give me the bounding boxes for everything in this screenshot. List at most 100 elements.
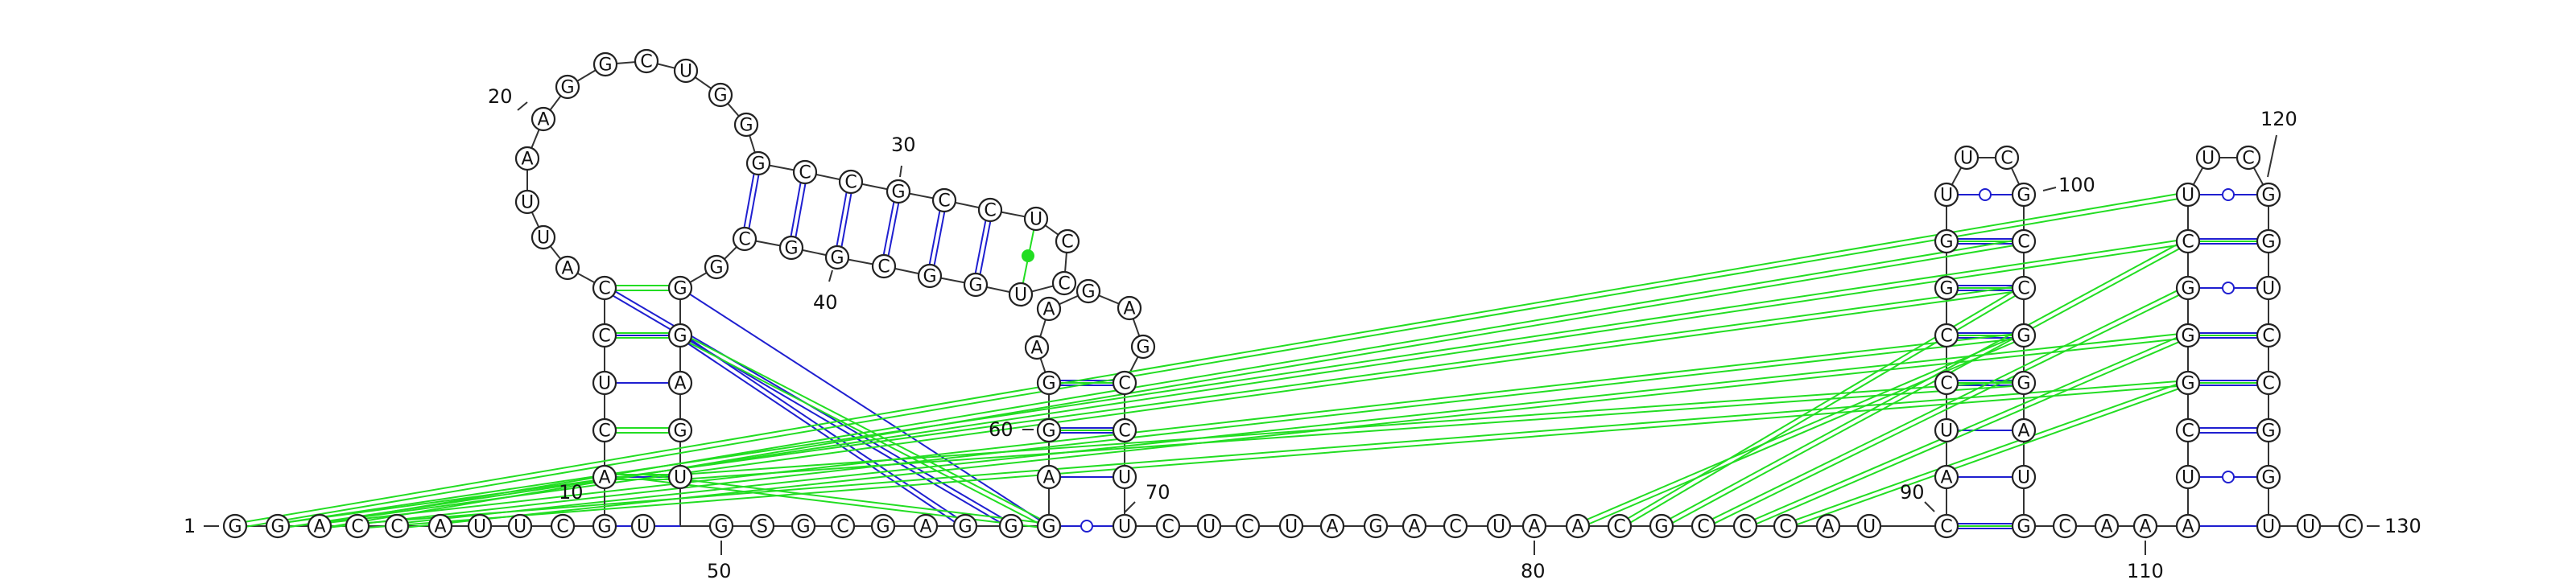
nucleotide-2: G <box>265 513 291 539</box>
stem-nucleotide-44-letter: G <box>1081 282 1095 302</box>
stem-nucleotide-66: U <box>2175 464 2201 490</box>
stem-nucleotide-23-circle <box>745 150 771 176</box>
non-canonical-pair-line <box>680 384 2025 480</box>
stem-nucleotide-12: U <box>530 224 556 250</box>
canonical-pair-line <box>972 209 989 285</box>
stem-nucleotide-41-circle <box>1036 370 1062 396</box>
nucleotide-23-circle <box>1196 513 1222 539</box>
stem-nucleotide-79-letter: C <box>2262 374 2274 394</box>
stem-nucleotide-67-circle <box>2175 417 2201 443</box>
stem-nucleotide-36: G <box>963 272 989 298</box>
stem-nucleotide-7: G <box>667 417 693 443</box>
stem-nucleotide-42: A <box>1024 335 1050 360</box>
stem-nucleotide-52-circle <box>1934 370 1959 396</box>
stem-nucleotide-77-circle <box>2256 275 2281 301</box>
stem-nucleotide-5-letter: C <box>598 279 610 299</box>
stem-nucleotide-15: A <box>530 106 556 132</box>
nucleotide-39: U <box>1856 513 1882 539</box>
stem-nucleotide-51-circle <box>1934 417 1959 443</box>
nucleotide-19: G <box>998 513 1024 539</box>
nucleotide-32-letter: A <box>1571 517 1583 537</box>
stem-nucleotide-79-circle <box>2256 370 2281 396</box>
stem-nucleotide-54: G <box>1934 275 1959 301</box>
stem-nucleotide-46-letter: G <box>1136 338 1150 358</box>
position-label-120: 120 <box>2260 108 2297 130</box>
stem-nucleotide-74-letter: C <box>2242 149 2254 169</box>
canonical-pair-line <box>602 289 1010 529</box>
stem-nucleotide-78-circle <box>2256 323 2281 348</box>
stem-nucleotide-55-letter: G <box>1939 232 1953 253</box>
stem-nucleotide-14-letter: A <box>521 150 533 170</box>
nucleotide-28-circle <box>1402 513 1427 539</box>
non-canonical-pair-line <box>277 285 2024 525</box>
nucleotide-19-letter: G <box>1004 517 1018 537</box>
stem-nucleotide-18-letter: C <box>640 52 652 72</box>
stem-nucleotide-65-circle <box>2011 464 2037 490</box>
stem-nucleotide-4-circle <box>592 323 617 348</box>
non-canonical-pair-line <box>1620 289 2026 529</box>
stem-nucleotide-29-circle <box>1023 206 1049 232</box>
non-canonical-pair-marker <box>1022 249 1034 262</box>
non-canonical-pair-line <box>234 191 2188 525</box>
stem-nucleotide-73: U <box>2195 145 2221 171</box>
nucleotide-8: U <box>507 513 533 539</box>
stem-nucleotide-57-circle <box>1954 145 1979 171</box>
nucleotide-46: U <box>2256 513 2281 539</box>
nucleotide-40-circle <box>1934 513 1959 539</box>
canonical-pair-line <box>838 182 854 258</box>
stem-nucleotide-30: C <box>1055 228 1080 254</box>
stem-nucleotide-81: G <box>2256 464 2281 490</box>
stem-nucleotide-7-circle <box>667 417 693 443</box>
canonical-pair-line <box>679 287 1050 527</box>
nucleotide-33: C <box>1607 513 1633 539</box>
nucleotide-20: G <box>1036 513 1062 539</box>
position-label-110: 110 <box>2127 560 2164 582</box>
stem-nucleotide-2-circle <box>592 417 617 443</box>
nucleotide-10-circle <box>592 513 617 539</box>
stem-nucleotide-42-letter: A <box>1030 339 1042 359</box>
nucleotide-28: A <box>1402 513 1427 539</box>
position-label-70: 70 <box>1146 481 1170 504</box>
nucleotide-6: A <box>427 513 453 539</box>
stem-nucleotide-13-letter: U <box>521 193 534 213</box>
wobble-pair-marker <box>2222 188 2235 201</box>
nucleotide-48: C <box>2338 513 2363 539</box>
stem-nucleotide-45-letter: A <box>1123 299 1135 319</box>
stem-nucleotide-27-letter: C <box>938 191 950 212</box>
stem-nucleotide-67-letter: C <box>2182 422 2194 442</box>
stem-nucleotide-67: C <box>2175 417 2201 443</box>
stem-nucleotide-31-circle <box>732 226 758 252</box>
nucleotide-30-letter: U <box>1492 517 1505 537</box>
nucleotide-9-letter: C <box>556 517 568 537</box>
stem-nucleotide-45: A <box>1117 295 1142 321</box>
stem-nucleotide-21-circle <box>733 112 759 138</box>
tick-20 <box>517 101 528 111</box>
stem-nucleotide-8-letter: A <box>674 374 686 394</box>
stem-nucleotide-81-letter: G <box>2261 468 2275 488</box>
nucleotide-22-letter: C <box>1162 517 1174 537</box>
nucleotide-47-letter: U <box>2302 517 2315 537</box>
stem-nucleotide-29-letter: U <box>1030 210 1042 230</box>
stem-nucleotide-6: U <box>667 464 693 490</box>
stem-nucleotide-39: A <box>1036 464 1062 490</box>
stem-nucleotide-21-letter: G <box>739 116 753 136</box>
nucleotide-2-letter: G <box>270 517 284 537</box>
nucleotide-22-circle <box>1155 513 1181 539</box>
nucleotide-18: G <box>952 513 978 539</box>
nucleotide-16-letter: G <box>876 517 890 537</box>
stem-nucleotide-44-circle <box>1075 278 1101 304</box>
stem-nucleotide-43-letter: A <box>1042 300 1055 320</box>
stem-nucleotide-25-letter: C <box>844 173 857 193</box>
non-canonical-pair-line <box>235 195 2189 529</box>
nucleotide-35-letter: C <box>1697 517 1709 537</box>
stem-nucleotide-32: G <box>778 235 804 261</box>
stem-nucleotide-4-letter: C <box>598 327 610 347</box>
stem-nucleotide-18-circle <box>634 48 659 74</box>
canonical-pair-line <box>931 200 947 277</box>
stem-nucleotide-11-letter: A <box>561 259 573 279</box>
position-label-30: 30 <box>891 134 916 156</box>
stem-nucleotide-35-circle <box>917 263 943 289</box>
stem-nucleotide-28: C <box>977 197 1003 223</box>
stem-nucleotide-14: A <box>514 146 540 171</box>
